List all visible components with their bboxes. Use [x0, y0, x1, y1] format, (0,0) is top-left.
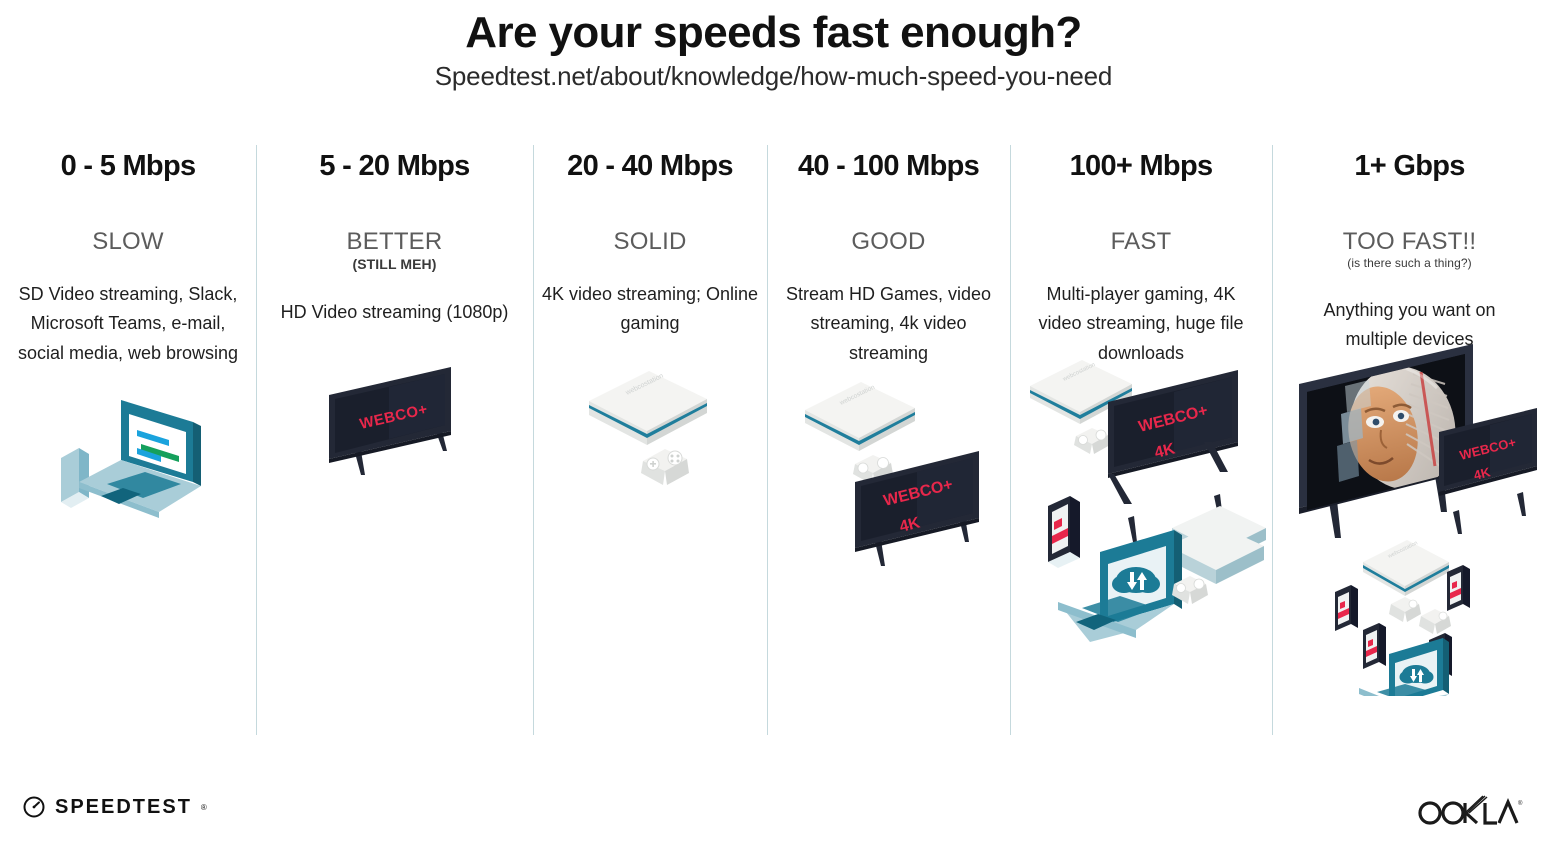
tv-illustration: WEBCO+	[329, 367, 451, 476]
speed-range-label: 100+ Mbps	[1069, 150, 1213, 182]
phone-icon	[1048, 495, 1080, 568]
tv-4k-legs	[1453, 492, 1526, 535]
speed-range-label: 0 - 5 Mbps	[60, 150, 197, 182]
tv-body	[855, 450, 979, 552]
laptop-icon	[1359, 638, 1449, 697]
gamepad-icon	[641, 448, 689, 485]
speed-rating-label: BETTER (STILL MEH)	[347, 229, 443, 272]
speed-range-label: 40 - 100 Mbps	[797, 150, 980, 182]
gamepad-icon	[1172, 575, 1208, 604]
ookla-wordmark-icon: ®	[1418, 795, 1523, 825]
speed-description: HD Video streaming (1080p)	[280, 301, 509, 322]
cloud-download-icon	[1112, 566, 1160, 593]
page-subtitle-url: Speedtest.net/about/knowledge/how-much-s…	[434, 61, 1113, 92]
speed-description: Multi-player gaming, 4K video streaming,…	[1038, 284, 1244, 363]
phone-icon	[61, 447, 89, 508]
tv-resolution-text: 4K	[1153, 440, 1177, 462]
rating-sub: (is there such a thing?)	[1347, 256, 1472, 271]
speed-range-label: 5 - 20 Mbps	[319, 150, 470, 182]
all-devices-illustration: WEBCO+ 4K webcostation	[1299, 344, 1537, 697]
gamepad-icon	[1389, 597, 1421, 623]
ookla-logo[interactable]: ®	[1413, 791, 1525, 836]
speed-range-label: 1+ Gbps	[1354, 150, 1465, 182]
speed-tier-column-4: 40 - 100 Mbps GOOD Stream HD Games, vide…	[767, 134, 1010, 740]
speed-tier-columns: 0 - 5 Mbps SLOW SD Video streaming, Slac…	[0, 134, 1547, 740]
illustration-tier-6: WEBCO+ 4K webcostation	[1280, 344, 1539, 740]
laptop-base	[79, 459, 201, 518]
cloud-download-icon	[1399, 665, 1434, 684]
laptop-illustration	[61, 399, 201, 518]
multi-device-illustration: webcostation	[1030, 359, 1266, 642]
gamepad-icon	[1074, 427, 1110, 454]
speed-tier-column-3: 20 - 40 Mbps SOLID 4K video streaming; O…	[533, 134, 767, 740]
tv-4k-body	[1439, 408, 1537, 497]
speedometer-icon	[23, 796, 45, 818]
phone-icon	[1335, 585, 1358, 632]
game-console-icon: webcostation	[1363, 540, 1449, 597]
speed-description: SD Video streaming, Slack, Microsoft Tea…	[17, 284, 239, 363]
speed-rating-label: GOOD	[851, 228, 926, 255]
svg-text:®: ®	[1518, 800, 1523, 807]
speed-description: Stream HD Games, video streaming, 4k vid…	[785, 284, 992, 363]
tv-body	[329, 367, 451, 464]
tv-resolution-text: 4K	[898, 514, 922, 536]
speed-description: Anything you want on multiple devices	[1323, 299, 1496, 349]
speed-tier-column-2: 5 - 20 Mbps BETTER (STILL MEH) HD Video …	[256, 134, 533, 740]
gamepad-icon	[853, 454, 893, 484]
console-and-tv-illustration: webcostation	[805, 381, 979, 566]
game-console-icon: webcostation	[589, 370, 707, 445]
speed-range-label: 20 - 40 Mbps	[567, 150, 733, 182]
speed-rating-label: FAST	[1110, 228, 1172, 255]
header: Are your speeds fast enough? Speedtest.n…	[0, 0, 1547, 92]
laptop-screen	[121, 399, 201, 486]
rating-sub: (STILL MEH)	[352, 256, 437, 273]
game-console-icon: webcostation	[805, 381, 915, 451]
speed-rating-label: TOO FAST!! (is there such a thing?)	[1343, 229, 1477, 270]
illustration-tier-3: webcostation	[541, 339, 759, 741]
gamepad-icon	[1419, 609, 1451, 635]
console-illustration: webcostation	[589, 370, 707, 485]
illustration-tier-2: WEBCO+	[264, 327, 525, 740]
page-title: Are your speeds fast enough?	[465, 8, 1082, 57]
rating-main: TOO FAST!!	[1342, 228, 1477, 255]
speed-rating-label: SOLID	[613, 228, 687, 255]
speed-tier-column-5: 100+ Mbps FAST Multi-player gaming, 4K v…	[1010, 134, 1272, 740]
speedtest-trademark: ®	[200, 802, 207, 812]
speed-rating-label: SLOW	[92, 228, 164, 255]
illustration-tier-5: webcostation	[1018, 359, 1266, 740]
rating-main: BETTER	[346, 228, 443, 255]
speedtest-logo[interactable]: SPEEDTEST ®	[22, 795, 207, 819]
illustration-tier-4: webcostation	[775, 368, 1002, 740]
router-icon	[1168, 505, 1266, 584]
speed-description: 4K video streaming; Online gaming	[541, 284, 759, 334]
speed-tier-column-1: 0 - 5 Mbps SLOW SD Video streaming, Slac…	[0, 134, 256, 740]
tv-resolution-text: 4K	[1472, 464, 1492, 483]
phone-icon	[1447, 565, 1470, 612]
footer: SPEEDTEST ® ®	[0, 781, 1547, 843]
illustration-tier-1	[8, 368, 248, 740]
speedtest-wordmark: SPEEDTEST	[55, 795, 192, 818]
speed-tier-column-6: 1+ Gbps TOO FAST!! (is there such a thin…	[1272, 134, 1547, 740]
phone-icon	[1363, 623, 1386, 670]
laptop-icon	[1058, 529, 1182, 642]
game-console-icon: webcostation	[1030, 359, 1132, 424]
tv-body	[1108, 369, 1238, 504]
